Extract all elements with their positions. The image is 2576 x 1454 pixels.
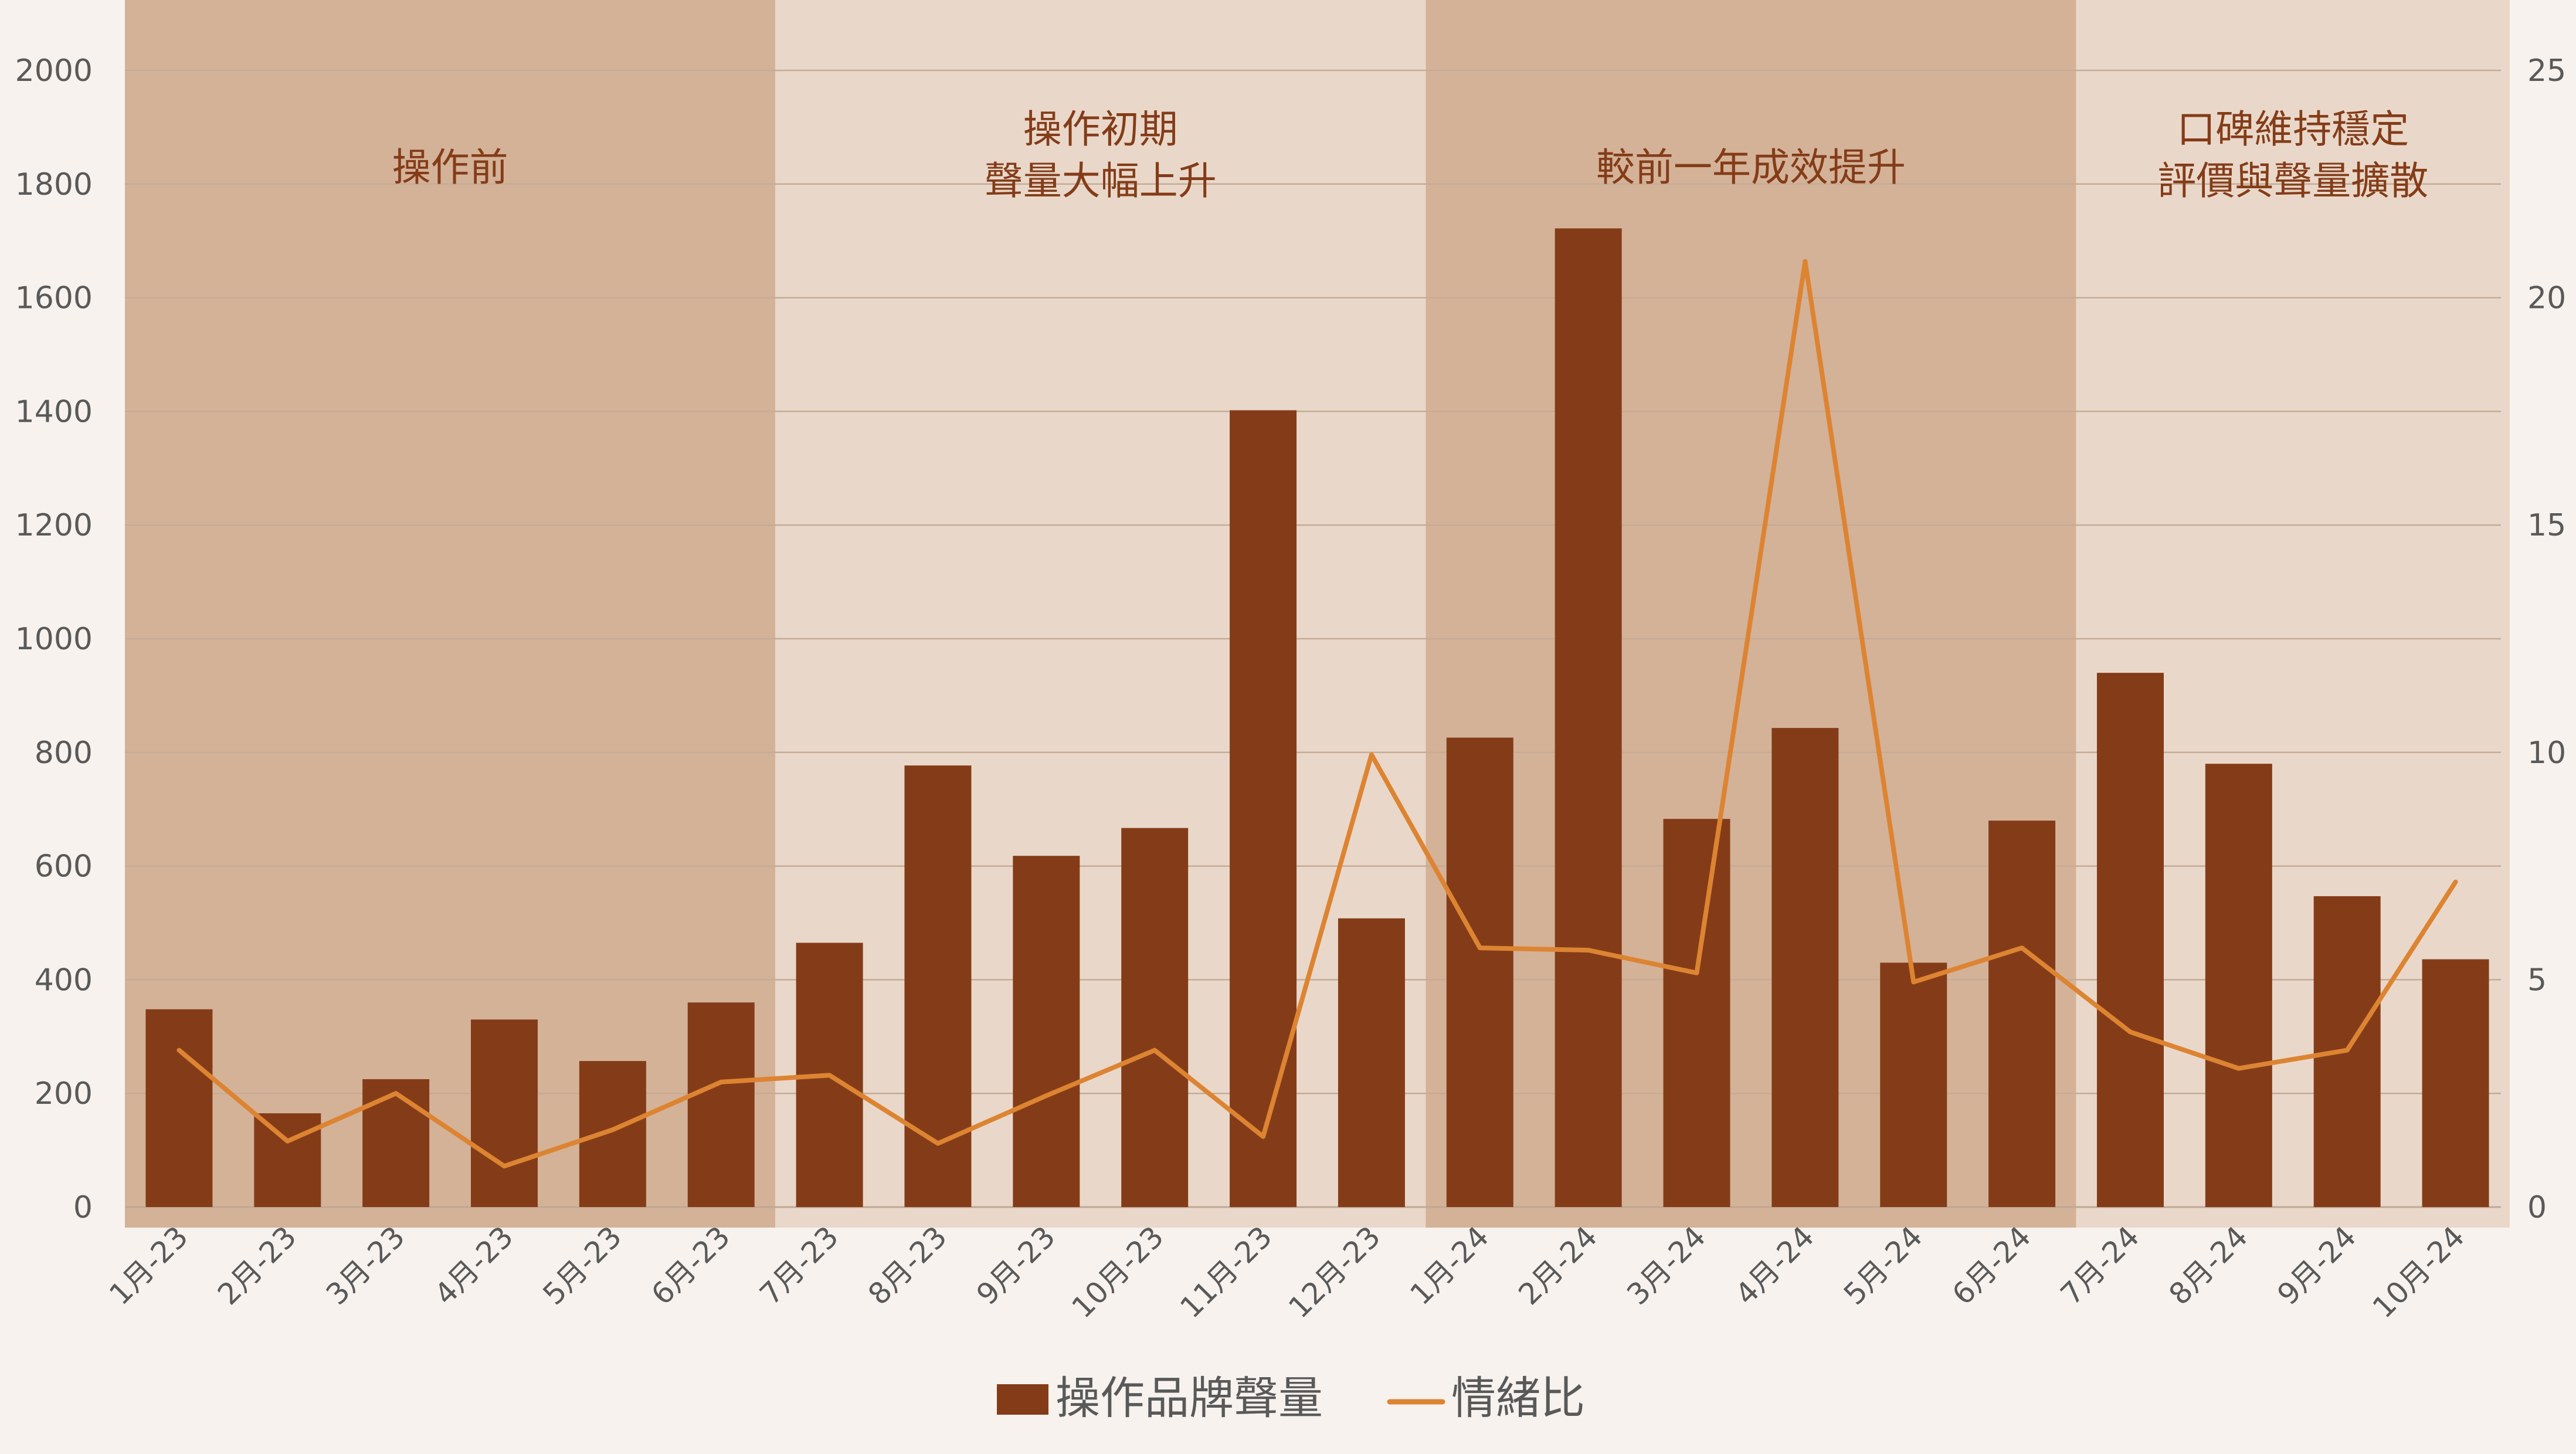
x-tick-label: 9月-23 bbox=[970, 1219, 1062, 1311]
x-tick-label: 4月-23 bbox=[428, 1219, 520, 1311]
right-tick-label: 0 bbox=[2527, 1190, 2547, 1225]
bar-18 bbox=[2096, 673, 2164, 1207]
bar-15 bbox=[1771, 728, 1839, 1207]
band-label-3: 評價與聲量擴散 bbox=[2157, 158, 2428, 204]
bar-13 bbox=[1555, 228, 1622, 1208]
band-label-1: 聲量大幅上升 bbox=[985, 158, 1217, 204]
band-label-3: 口碑維持穩定 bbox=[2177, 107, 2409, 152]
left-tick-label: 1200 bbox=[15, 508, 93, 543]
bar-0 bbox=[145, 1009, 213, 1207]
x-tick-label: 10月-24 bbox=[2366, 1219, 2471, 1324]
x-axis-ticks: 1月-23 2月-23 3月-23 4月-23 5月-23 6月-23 7月-23 8月-23… bbox=[103, 1219, 2471, 1324]
left-tick-label: 2000 bbox=[15, 53, 93, 89]
left-tick-label: 1800 bbox=[15, 167, 93, 202]
x-tick-label: 8月-23 bbox=[861, 1219, 953, 1311]
left-tick-label: 200 bbox=[35, 1076, 93, 1111]
bar-3 bbox=[471, 1019, 538, 1207]
bar-2 bbox=[362, 1079, 430, 1207]
right-tick-label: 5 bbox=[2527, 962, 2547, 998]
x-tick-label: 8月-24 bbox=[2163, 1219, 2255, 1311]
left-axis-ticks: 0 200 400 600 800 1000 1200 1400 1600 1800 2000 bbox=[15, 53, 93, 1225]
legend-label-volume: 操作品牌聲量 bbox=[1055, 1372, 1323, 1424]
bar-21 bbox=[2422, 959, 2489, 1207]
x-tick-label: 9月-24 bbox=[2271, 1219, 2363, 1311]
left-tick-label: 1600 bbox=[15, 281, 93, 316]
x-tick-label: 7月-24 bbox=[2054, 1219, 2146, 1311]
x-tick-label: 12月-23 bbox=[1282, 1219, 1387, 1324]
line-layer bbox=[177, 259, 2458, 1169]
legend: 操作品牌聲量 情緒比 bbox=[997, 1372, 1585, 1424]
x-tick-label: 11月-23 bbox=[1173, 1219, 1278, 1324]
bar-5 bbox=[687, 1002, 755, 1207]
right-tick-label: 10 bbox=[2527, 736, 2566, 771]
x-tick-label: 2月-24 bbox=[1512, 1219, 1604, 1311]
left-tick-label: 0 bbox=[73, 1190, 93, 1225]
right-tick-label: 15 bbox=[2527, 508, 2566, 543]
x-tick-label: 6月-23 bbox=[645, 1219, 737, 1311]
bar-10 bbox=[1230, 410, 1297, 1208]
x-tick-label: 3月-23 bbox=[320, 1219, 412, 1311]
x-tick-label: 6月-24 bbox=[1946, 1219, 2038, 1311]
x-tick-label: 7月-23 bbox=[753, 1219, 845, 1311]
series-line-sentiment bbox=[177, 259, 2458, 1169]
right-axis-ticks: 0 5 10 15 20 25 bbox=[2527, 53, 2566, 1225]
legend-swatch-volume bbox=[997, 1384, 1048, 1415]
x-tick-label: 1月-23 bbox=[103, 1219, 195, 1311]
bar-14 bbox=[1663, 819, 1730, 1207]
bar-19 bbox=[2205, 764, 2272, 1207]
bar-8 bbox=[1013, 856, 1080, 1207]
right-tick-label: 25 bbox=[2527, 53, 2566, 89]
x-tick-label: 5月-23 bbox=[537, 1219, 629, 1311]
band-label-2: 較前一年成效提升 bbox=[1596, 145, 1906, 190]
right-tick-label: 20 bbox=[2527, 281, 2566, 316]
band-label-1: 操作初期 bbox=[1023, 107, 1178, 152]
left-tick-label: 400 bbox=[35, 962, 93, 998]
left-tick-label: 800 bbox=[35, 736, 93, 771]
x-tick-label: 3月-24 bbox=[1620, 1219, 1712, 1311]
bar-9 bbox=[1121, 828, 1189, 1207]
left-tick-label: 600 bbox=[35, 849, 93, 884]
bar-12 bbox=[1446, 737, 1513, 1207]
left-tick-label: 1000 bbox=[15, 622, 93, 657]
bar-1 bbox=[254, 1113, 321, 1207]
bar-11 bbox=[1338, 918, 1405, 1207]
phase-band-1 bbox=[775, 0, 1426, 1228]
band-label-0: 操作前 bbox=[392, 145, 508, 190]
bands-layer bbox=[125, 0, 2510, 1228]
bar-4 bbox=[579, 1060, 646, 1207]
x-tick-label: 1月-24 bbox=[1404, 1219, 1496, 1311]
bar-16 bbox=[1880, 962, 1947, 1207]
x-tick-label: 4月-24 bbox=[1729, 1219, 1821, 1311]
x-tick-label: 10月-23 bbox=[1065, 1219, 1170, 1324]
phase-band-0 bbox=[125, 0, 776, 1228]
x-tick-label: 5月-24 bbox=[1837, 1219, 1929, 1311]
legend-label-sentiment: 情緒比 bbox=[1451, 1372, 1585, 1424]
x-tick-label: 2月-23 bbox=[211, 1219, 303, 1311]
bar-17 bbox=[1988, 821, 2056, 1207]
left-tick-label: 1400 bbox=[15, 394, 93, 429]
